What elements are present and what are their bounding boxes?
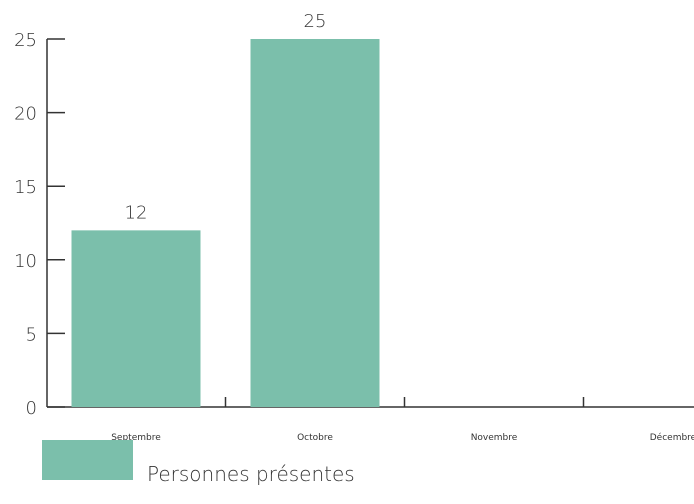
x-tick-label: Septembre <box>111 433 161 440</box>
bar <box>250 39 380 407</box>
bar <box>71 230 201 407</box>
y-axis: 0 5 10 15 20 25 <box>14 30 65 419</box>
data-label: 25 <box>304 11 327 32</box>
data-label: 12 <box>125 202 148 223</box>
bar-chart: 0 5 10 15 20 25 Septembre Octobre Novembre Décem… <box>14 11 694 440</box>
y-tick-label: 0 <box>26 398 37 419</box>
bars <box>71 39 380 407</box>
x-tick-label: Novembre <box>471 433 518 440</box>
y-tick-label: 10 <box>14 251 37 272</box>
legend-swatch <box>42 440 133 480</box>
y-tick-label: 15 <box>14 177 37 198</box>
y-tick-label: 5 <box>26 324 37 345</box>
x-tick-label: Décembre <box>650 432 694 440</box>
legend: Personnes présentes <box>42 440 355 486</box>
y-tick-label: 20 <box>14 104 37 125</box>
x-tick-label: Octobre <box>297 433 333 440</box>
legend-label: Personnes présentes <box>147 462 355 486</box>
data-labels: 12 25 <box>125 11 327 223</box>
y-tick-label: 25 <box>14 30 37 51</box>
